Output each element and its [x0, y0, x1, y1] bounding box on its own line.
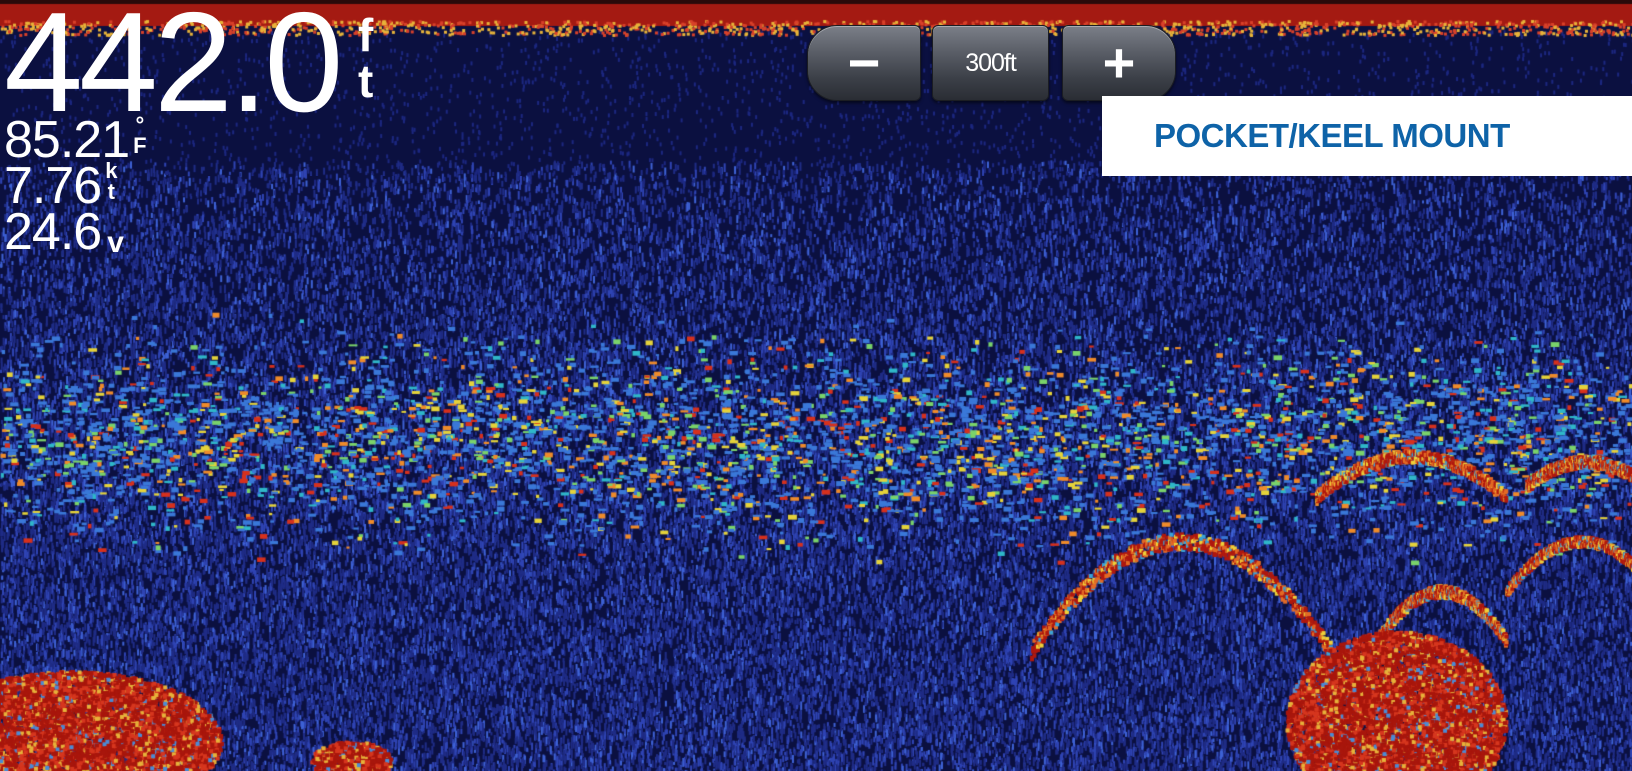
zoom-in-button[interactable]: +	[1062, 25, 1176, 101]
zoom-out-button[interactable]: −	[807, 25, 921, 101]
voltage-unit: v	[107, 226, 124, 259]
voltage-value: 24.6	[4, 203, 102, 261]
mount-label: POCKET/KEEL MOUNT	[1102, 96, 1632, 176]
water-temp-unit-bottom: F	[133, 133, 147, 158]
speed-value: 7.76	[4, 157, 102, 215]
water-temp-unit-top: °	[135, 112, 145, 137]
water-temp-value: 85.21	[4, 111, 130, 169]
mount-label-text: POCKET/KEEL MOUNT	[1154, 117, 1510, 154]
speed-readout: 7.76 k t	[4, 157, 118, 215]
speed-unit-bottom: t	[107, 179, 115, 204]
plus-icon: +	[1102, 31, 1136, 94]
minus-icon: −	[847, 31, 881, 94]
water-temp-readout: 85.21 ° F	[4, 111, 147, 169]
speed-unit-top: k	[105, 158, 118, 183]
depth-unit-bottom: t	[358, 55, 374, 107]
voltage-readout: 24.6 v	[4, 206, 124, 258]
depth-unit: f t	[358, 12, 373, 104]
water-temp-unit: ° F	[133, 112, 147, 158]
range-button[interactable]: 300ft	[932, 25, 1049, 101]
depth-value: 442.0	[4, 0, 343, 142]
depth-unit-top: f	[358, 9, 374, 61]
